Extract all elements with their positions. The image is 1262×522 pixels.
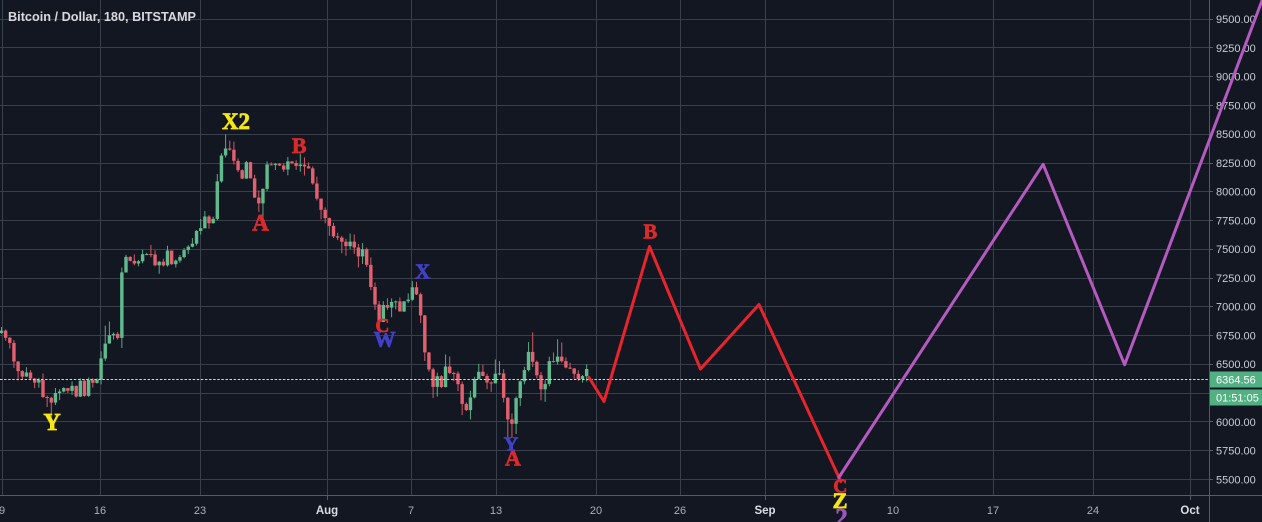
svg-text:Aug: Aug [316, 505, 338, 517]
svg-text:20: 20 [590, 505, 602, 517]
svg-text:9000.00: 9000.00 [1216, 72, 1256, 84]
svg-text:2: 2 [835, 505, 848, 522]
svg-text:6500.00: 6500.00 [1216, 359, 1256, 371]
svg-text:A: A [505, 445, 521, 470]
svg-text:B: B [643, 220, 657, 244]
svg-text:6750.00: 6750.00 [1216, 331, 1256, 343]
svg-text:7000.00: 7000.00 [1216, 302, 1256, 314]
svg-text:5750.00: 5750.00 [1216, 446, 1256, 458]
svg-text:Bitcoin / Dollar, 180, BITSTAM: Bitcoin / Dollar, 180, BITSTAMP [8, 10, 197, 24]
svg-text:6364.56: 6364.56 [1216, 375, 1256, 387]
svg-text:5500.00: 5500.00 [1216, 474, 1256, 486]
svg-text:26: 26 [674, 505, 686, 517]
svg-text:Y: Y [504, 434, 519, 456]
svg-text:A: A [252, 210, 269, 235]
svg-text:23: 23 [194, 505, 206, 517]
svg-text:X2: X2 [222, 109, 250, 134]
svg-text:8750.00: 8750.00 [1216, 100, 1256, 112]
svg-text:17: 17 [987, 505, 999, 517]
svg-text:24: 24 [1087, 505, 1099, 517]
svg-text:10: 10 [887, 505, 899, 517]
svg-text:7750.00: 7750.00 [1216, 215, 1256, 227]
svg-text:X: X [415, 260, 430, 284]
svg-text:8500.00: 8500.00 [1216, 129, 1256, 141]
svg-text:8250.00: 8250.00 [1216, 158, 1256, 170]
svg-text:Sep: Sep [754, 505, 775, 517]
svg-text:16: 16 [94, 505, 106, 517]
svg-text:C: C [833, 477, 847, 498]
svg-text:B: B [292, 133, 307, 158]
svg-text:7: 7 [408, 505, 414, 517]
svg-text:8000.00: 8000.00 [1216, 187, 1256, 199]
svg-text:7250.00: 7250.00 [1216, 273, 1256, 285]
svg-text:Oct: Oct [1180, 505, 1199, 517]
svg-text:Z: Z [832, 488, 847, 513]
svg-text:W: W [374, 326, 396, 351]
svg-text:13: 13 [490, 505, 502, 517]
svg-text:7500.00: 7500.00 [1216, 244, 1256, 256]
svg-text:C: C [375, 316, 389, 337]
svg-text:Y: Y [43, 410, 60, 436]
svg-text:01:51:05: 01:51:05 [1216, 393, 1259, 405]
svg-text:6000.00: 6000.00 [1216, 417, 1256, 429]
svg-text:9250.00: 9250.00 [1216, 43, 1256, 55]
svg-text:9500.00: 9500.00 [1216, 14, 1256, 26]
svg-text:9: 9 [0, 505, 5, 517]
